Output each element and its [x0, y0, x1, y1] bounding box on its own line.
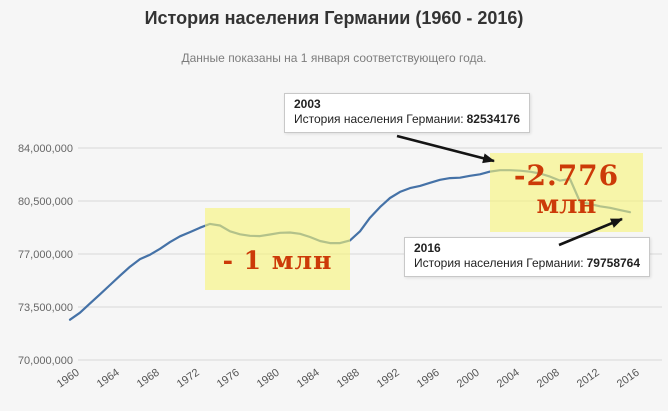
tooltip-2016-value: 79758764	[586, 256, 641, 270]
y-axis-label: 77,000,000	[18, 249, 73, 261]
y-axis-label: 80,500,000	[18, 196, 73, 208]
x-axis-label: 1976	[215, 367, 242, 391]
y-axis-label: 84,000,000	[18, 143, 73, 155]
tooltip-2016: 2016 История населения Германии: 79758764	[404, 237, 651, 277]
x-axis-label: 2004	[495, 367, 522, 391]
x-axis-label: 1964	[95, 367, 122, 391]
tooltip-2003: 2003 История населения Германии: 82534176	[284, 93, 531, 133]
x-axis-label: 1992	[375, 367, 402, 391]
loss-label-2776-unit: млн	[536, 190, 597, 220]
tooltip-2003-value: 82534176	[466, 112, 521, 126]
y-axis-label: 70,000,000	[18, 355, 73, 367]
loss-label-1mln: - 1 млн	[222, 246, 333, 275]
x-axis-label: 1988	[335, 367, 362, 391]
x-axis-label: 1960	[55, 367, 82, 391]
x-axis-label: 1968	[135, 367, 162, 391]
chart-title: История населения Германии (1960 - 2016)	[144, 8, 524, 28]
x-axis-label: 2000	[455, 367, 482, 391]
x-axis-label: 1996	[415, 367, 442, 391]
x-axis-label: 1972	[175, 367, 202, 391]
tooltip-2016-year: 2016	[414, 241, 441, 255]
y-axis-label: 73,500,000	[18, 302, 73, 314]
tooltip-2003-year: 2003	[294, 97, 321, 111]
highlight-region-1970s-1980s-decline: - 1 млн	[205, 208, 350, 290]
x-axis-label: 2008	[535, 367, 562, 391]
tooltip-2003-label: История населения Германии:	[294, 112, 464, 126]
x-axis-label: 1980	[255, 367, 282, 391]
tooltip-2003-row: История населения Германии: 82534176	[294, 112, 520, 127]
x-axis-label: 1984	[295, 367, 322, 391]
tooltip-2016-row: История населения Германии: 79758764	[414, 256, 640, 271]
highlight-region-2003-2016-decline: -2.776 млн	[490, 153, 643, 232]
x-axis-label: 2016	[615, 367, 642, 391]
x-axis-label: 2012	[575, 367, 602, 391]
tooltip-2016-label: История населения Германии:	[414, 256, 584, 270]
loss-label-2776-value: -2.776	[513, 159, 620, 192]
chart-subtitle: Данные показаны на 1 января соответствую…	[181, 51, 487, 65]
